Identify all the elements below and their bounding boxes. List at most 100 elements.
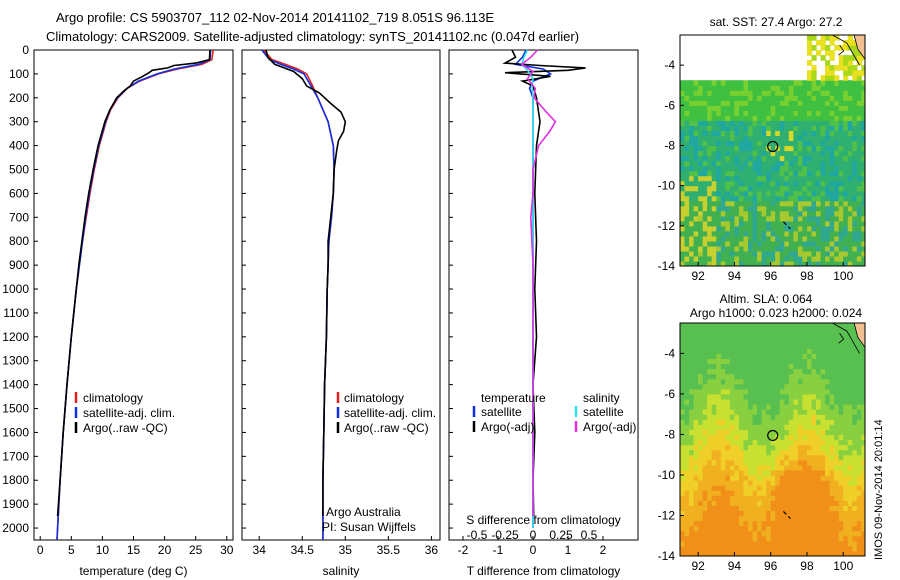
sst-cell [847, 185, 853, 192]
sst-cell [757, 145, 763, 152]
sst-cell [784, 185, 790, 192]
sla-cell [720, 414, 726, 420]
sst-cell [797, 240, 804, 247]
sla-cell [856, 459, 862, 466]
sst-cell [856, 125, 862, 132]
sst-cell [720, 225, 726, 232]
sla-cell [734, 434, 740, 441]
sst-cell [775, 95, 781, 101]
sla-cell [734, 535, 740, 542]
sla-cell [852, 393, 858, 400]
sst-cell [752, 120, 758, 127]
sst-cell [793, 90, 799, 96]
sla-cell [793, 323, 799, 329]
sla-cell [720, 505, 726, 511]
sla-cell [752, 404, 758, 410]
sla-cell [784, 434, 790, 441]
sst-cell [757, 230, 763, 237]
sst-cell [793, 250, 799, 257]
sla-cell [748, 545, 754, 552]
sla-cell [716, 454, 722, 461]
sla-cell [820, 515, 826, 522]
sla-cell [716, 378, 722, 385]
sst-cell [793, 110, 799, 116]
sst-cell [684, 165, 690, 172]
sst-cell [852, 55, 858, 61]
sla-cell [793, 353, 799, 360]
sla-cell [811, 419, 817, 425]
sla-cell [820, 424, 826, 430]
sst-cell [788, 170, 794, 177]
sst-cell [707, 220, 713, 227]
sla-cell [834, 368, 840, 375]
sla-cell [725, 424, 731, 430]
sla-cell [766, 404, 772, 410]
sst-cell [829, 256, 835, 262]
sla-cell [775, 520, 781, 527]
sla-cell [689, 358, 695, 365]
sla-cell [802, 535, 808, 542]
difference-top-label: S difference from climatology [466, 513, 621, 527]
sla-cell [693, 419, 699, 425]
sla-cell [770, 469, 776, 476]
sst-cell [720, 215, 726, 222]
sla-cell [716, 495, 722, 501]
sst-cell [743, 100, 749, 106]
sla-cell [725, 323, 731, 329]
sla-cell [680, 485, 686, 491]
sst-cell [770, 130, 776, 137]
sst-cell [693, 245, 699, 252]
sla-cell [689, 480, 695, 486]
sst-cell [793, 80, 799, 86]
sst-cell [820, 45, 826, 51]
sla-cell [693, 454, 699, 461]
sst-cell [707, 230, 713, 237]
sst-cell [788, 220, 794, 227]
sst-cell [843, 70, 849, 76]
sla-cell [761, 424, 767, 430]
sst-cell [738, 195, 745, 202]
sla-cell [743, 414, 749, 420]
sst-cell [757, 215, 763, 222]
sst-cell [716, 230, 722, 237]
sla-cell [802, 424, 808, 430]
sst-cell [847, 230, 853, 237]
sst-cell [716, 180, 722, 187]
sst-cell [716, 150, 722, 157]
sst-cell [784, 240, 790, 247]
sla-cell [797, 525, 804, 532]
sla-cell [711, 429, 717, 436]
sla-cell [834, 333, 840, 339]
sla-cell [711, 490, 717, 496]
sla-cell [825, 368, 831, 375]
sla-cell [698, 510, 704, 517]
sst-cell [680, 256, 686, 262]
sst-cell [788, 140, 794, 147]
sla-cell [707, 545, 713, 552]
sla-cell [752, 540, 758, 547]
sst-cell [820, 170, 826, 177]
sla-cell [716, 323, 722, 329]
sst-cell [797, 170, 804, 177]
sla-cell [797, 530, 804, 537]
sst-cell [852, 245, 858, 252]
sla-cell [716, 338, 722, 344]
sst-cell [797, 261, 804, 266]
sst-cell [725, 155, 731, 162]
sla-cell [716, 383, 722, 390]
sst-cell [784, 95, 790, 101]
sst-cell [807, 80, 813, 86]
sla-cell [820, 490, 826, 496]
sst-cell [734, 150, 740, 157]
sla-cell [788, 383, 794, 390]
sst-cell [802, 165, 808, 172]
sla-cell [738, 475, 745, 481]
sst-cell [766, 250, 772, 257]
sla-cell [784, 454, 790, 461]
sla-cell [729, 490, 736, 496]
sst-cell [684, 250, 690, 257]
sla-cell [784, 500, 790, 506]
sst-lon-label: 94 [728, 269, 742, 283]
sst-cell [738, 256, 745, 262]
